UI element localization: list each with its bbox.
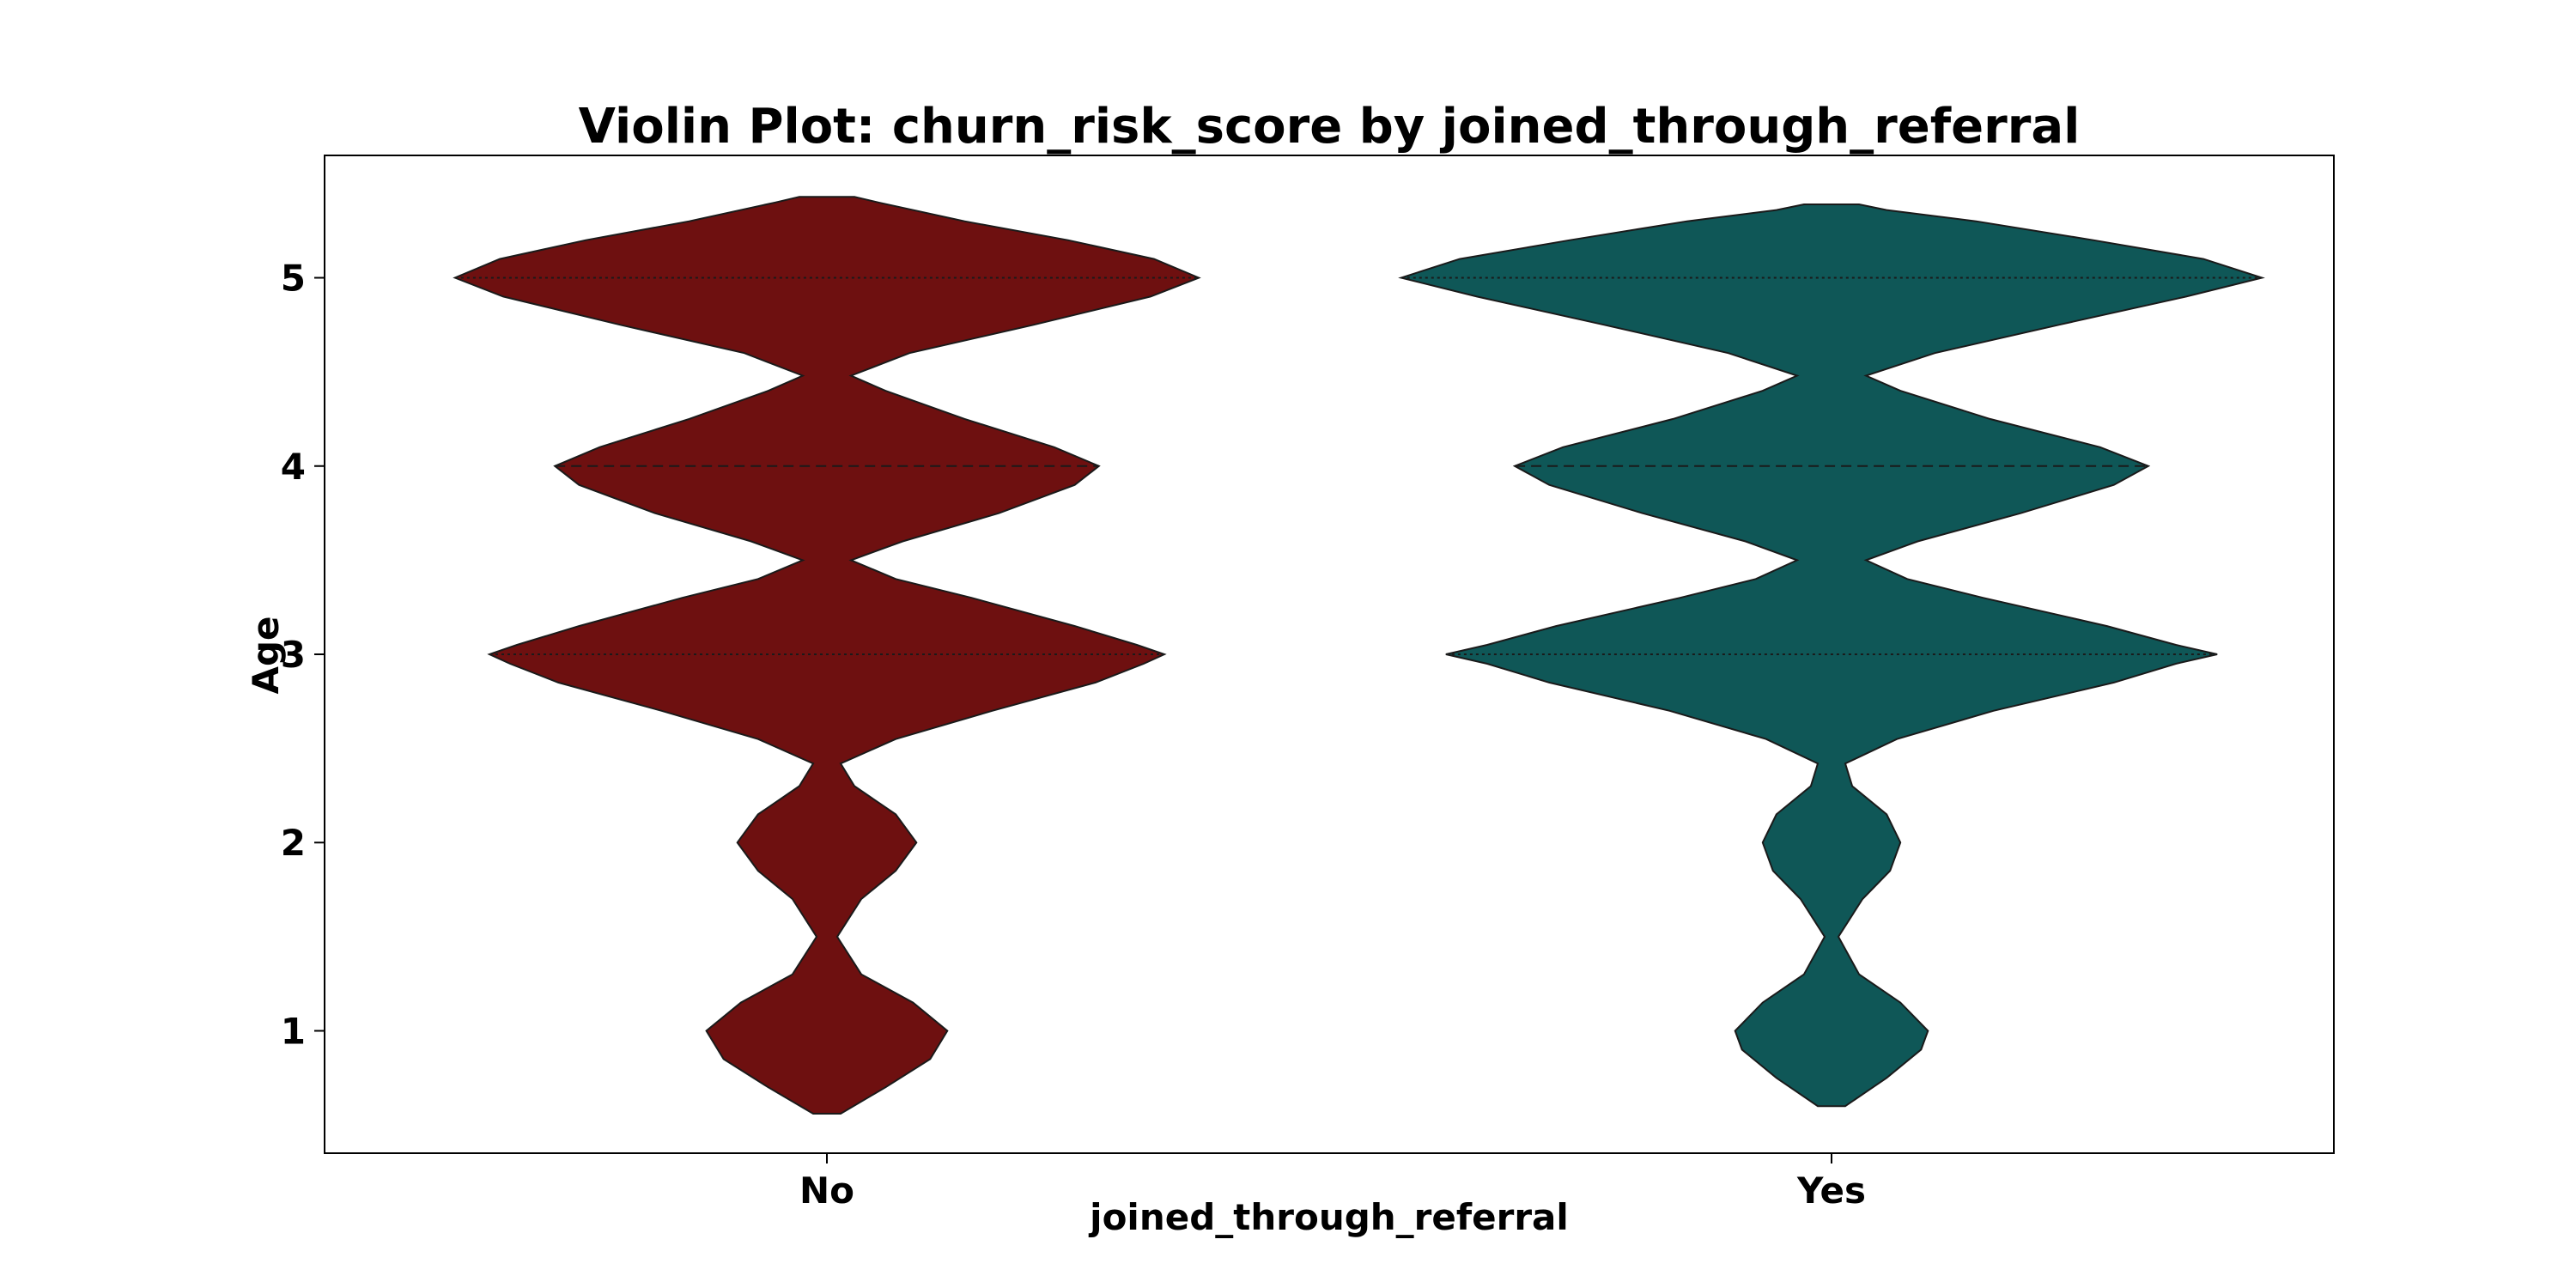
y-tick-label: 4	[281, 446, 306, 488]
y-tick-label: 1	[281, 1010, 306, 1052]
x-tick-label-yes: Yes	[1796, 1170, 1866, 1212]
violin-body-no	[453, 196, 1201, 1115]
violin-body-yes	[1398, 204, 2265, 1108]
violin-no	[453, 196, 1201, 1115]
violin-yes	[1398, 204, 2265, 1108]
y-tick-label: 2	[281, 822, 306, 864]
x-tick-label-no: No	[799, 1170, 854, 1212]
y-axis-label: Age	[245, 616, 287, 694]
x-axis-ticks: No Yes	[799, 1153, 1866, 1212]
y-axis-ticks: 1 2 3 4 5	[281, 258, 325, 1052]
y-tick-label: 3	[281, 634, 306, 676]
x-axis-label: joined_through_referral	[1088, 1196, 1569, 1238]
violins-layer	[453, 196, 2265, 1115]
chart-title: Violin Plot: churn_risk_score by joined_…	[579, 99, 2081, 155]
y-tick-label: 5	[281, 258, 306, 300]
